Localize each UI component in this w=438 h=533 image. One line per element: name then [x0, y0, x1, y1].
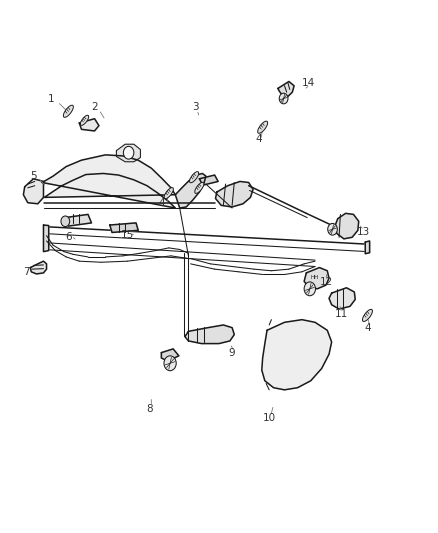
Polygon shape: [262, 320, 332, 390]
Circle shape: [164, 356, 176, 370]
Ellipse shape: [363, 309, 372, 321]
Text: 10: 10: [263, 413, 276, 423]
Circle shape: [304, 282, 315, 296]
Text: 4: 4: [255, 134, 261, 144]
Ellipse shape: [195, 182, 204, 193]
Ellipse shape: [80, 115, 88, 125]
Polygon shape: [215, 181, 253, 207]
Polygon shape: [278, 82, 294, 96]
Text: 3: 3: [192, 102, 198, 112]
Polygon shape: [30, 261, 46, 274]
Polygon shape: [43, 225, 49, 252]
Polygon shape: [335, 213, 359, 239]
Polygon shape: [329, 288, 355, 309]
Circle shape: [279, 93, 288, 104]
Text: 2: 2: [91, 102, 98, 112]
Ellipse shape: [258, 121, 268, 133]
Polygon shape: [117, 144, 141, 162]
Ellipse shape: [190, 172, 199, 183]
Text: 7: 7: [23, 267, 29, 277]
Polygon shape: [365, 241, 370, 254]
Text: 4: 4: [159, 198, 166, 208]
Circle shape: [328, 223, 337, 235]
Polygon shape: [199, 175, 218, 185]
Polygon shape: [79, 119, 99, 131]
Text: 4: 4: [364, 322, 371, 333]
Ellipse shape: [164, 188, 173, 199]
Ellipse shape: [64, 105, 73, 117]
Circle shape: [61, 216, 70, 227]
Text: 13: 13: [357, 227, 370, 237]
Polygon shape: [185, 325, 234, 344]
Text: 14: 14: [302, 78, 315, 88]
Polygon shape: [42, 155, 175, 208]
Polygon shape: [110, 223, 138, 232]
Text: 5: 5: [30, 171, 37, 181]
Text: 8: 8: [146, 404, 152, 414]
Circle shape: [124, 147, 134, 159]
Polygon shape: [161, 349, 179, 361]
Text: 6: 6: [65, 232, 72, 243]
Text: 11: 11: [335, 309, 348, 319]
Polygon shape: [23, 179, 43, 204]
Text: 15: 15: [121, 230, 134, 240]
Text: 12: 12: [319, 278, 332, 287]
Text: 9: 9: [229, 348, 235, 358]
Text: 1: 1: [48, 94, 54, 104]
Polygon shape: [304, 268, 329, 289]
Polygon shape: [175, 173, 206, 208]
Text: HH: HH: [310, 274, 318, 280]
Polygon shape: [65, 214, 92, 226]
